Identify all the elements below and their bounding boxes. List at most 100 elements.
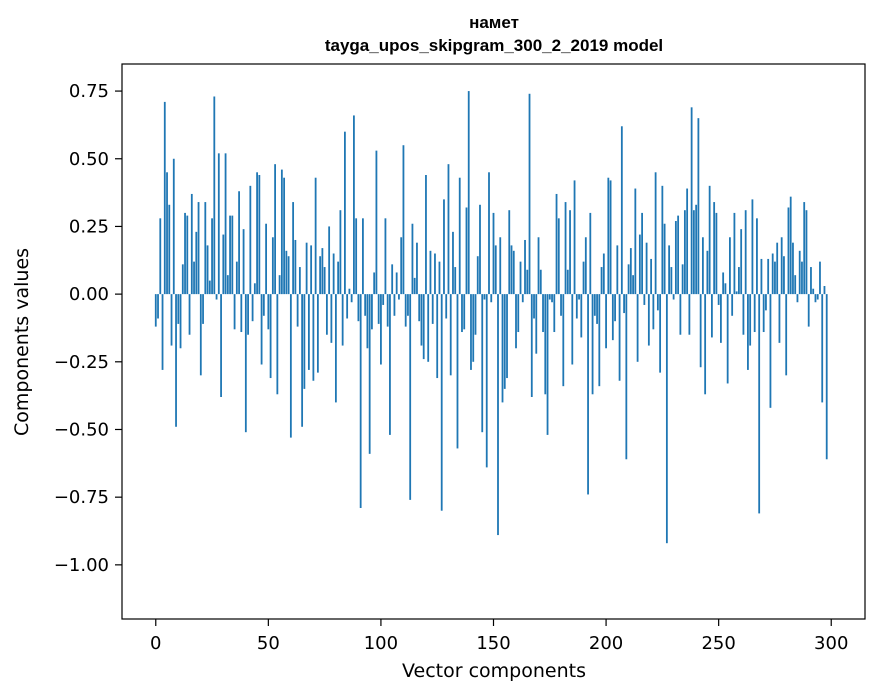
bar-203 (611, 294, 614, 341)
bar-5 (166, 172, 168, 295)
bar-6 (168, 204, 171, 295)
bar-21 (202, 294, 204, 324)
bar-192 (587, 294, 589, 495)
bar-229 (670, 267, 673, 295)
bar-66 (303, 294, 306, 389)
bar-107 (395, 272, 398, 295)
bar-260 (740, 229, 743, 295)
bar-147 (485, 294, 488, 468)
bar-185 (571, 294, 574, 365)
bar-158 (510, 245, 513, 295)
bar-79 (332, 253, 335, 295)
bar-175 (548, 294, 551, 300)
bar-12 (181, 264, 184, 295)
bar-216 (641, 212, 643, 295)
bar-198 (600, 267, 603, 295)
bar-223 (656, 294, 659, 311)
x-tick-label: 0 (150, 633, 161, 654)
bar-227 (665, 294, 668, 544)
bar-208 (623, 294, 625, 314)
bar-46 (258, 175, 261, 295)
bar-16 (190, 193, 193, 295)
bar-136 (461, 294, 463, 333)
bar-72 (316, 294, 319, 373)
bar-161 (517, 294, 520, 333)
bar-186 (573, 180, 576, 295)
bar-8 (172, 158, 175, 295)
bar-220 (650, 258, 653, 295)
bar-255 (729, 237, 731, 295)
bar-249 (715, 212, 718, 295)
bar-125 (436, 294, 439, 379)
bar-54 (276, 294, 279, 395)
bar-282 (789, 196, 792, 295)
bar-140 (470, 294, 472, 370)
bar-245 (706, 250, 709, 295)
bar-246 (708, 185, 711, 295)
bar-2 (159, 218, 162, 295)
bar-124 (434, 253, 436, 295)
bar-188 (578, 294, 580, 300)
x-tick-label: 150 (476, 633, 510, 654)
bar-96 (371, 294, 373, 330)
bar-106 (393, 294, 396, 316)
bar-240 (695, 204, 698, 295)
bar-274 (771, 253, 774, 295)
bar-174 (546, 294, 549, 435)
bar-90 (357, 294, 360, 322)
bar-184 (569, 210, 571, 295)
bar-35 (233, 294, 236, 330)
bar-30 (222, 234, 225, 295)
bar-58 (285, 250, 288, 295)
bar-296 (821, 294, 824, 403)
bar-33 (229, 215, 231, 295)
bar-291 (810, 267, 812, 295)
bar-234 (681, 264, 684, 295)
bar-284 (794, 275, 797, 295)
x-tick-label: 100 (364, 633, 398, 654)
bar-197 (598, 294, 601, 387)
bar-204 (614, 294, 616, 322)
bar-57 (283, 177, 286, 295)
bar-177 (553, 294, 556, 333)
bar-205 (616, 245, 619, 295)
bar-9 (175, 294, 177, 427)
bar-286 (798, 250, 801, 295)
bar-102 (384, 218, 387, 295)
bar-19 (197, 202, 200, 295)
bar-195 (593, 294, 596, 316)
bar-116 (416, 242, 418, 295)
bar-36 (235, 261, 238, 295)
bar-231 (674, 221, 677, 295)
x-tick-label: 200 (589, 633, 623, 654)
bar-279 (783, 256, 785, 295)
bar-99 (377, 294, 380, 324)
bar-78 (330, 294, 333, 343)
bar-225 (661, 185, 664, 295)
bar-297 (823, 286, 826, 295)
x-axis-label: Vector components (402, 660, 586, 682)
bar-39 (242, 229, 245, 295)
bar-212 (632, 275, 634, 295)
bar-108 (398, 294, 400, 300)
bar-85 (346, 294, 349, 319)
bar-189 (580, 294, 583, 338)
bar-167 (530, 294, 533, 397)
bar-81 (337, 261, 340, 295)
bar-76 (325, 294, 328, 335)
bar-254 (726, 294, 729, 384)
bar-73 (319, 256, 322, 295)
bar-17 (193, 261, 195, 295)
bar-218 (645, 242, 648, 295)
bar-156 (506, 294, 508, 379)
bar-165 (526, 269, 529, 295)
bar-100 (380, 294, 382, 365)
bar-213 (634, 188, 637, 295)
bar-288 (803, 202, 806, 295)
bar-206 (618, 294, 621, 381)
bar-1 (157, 294, 159, 319)
bar-292 (812, 288, 815, 295)
bar-289 (805, 210, 808, 295)
bar-67 (305, 242, 308, 295)
